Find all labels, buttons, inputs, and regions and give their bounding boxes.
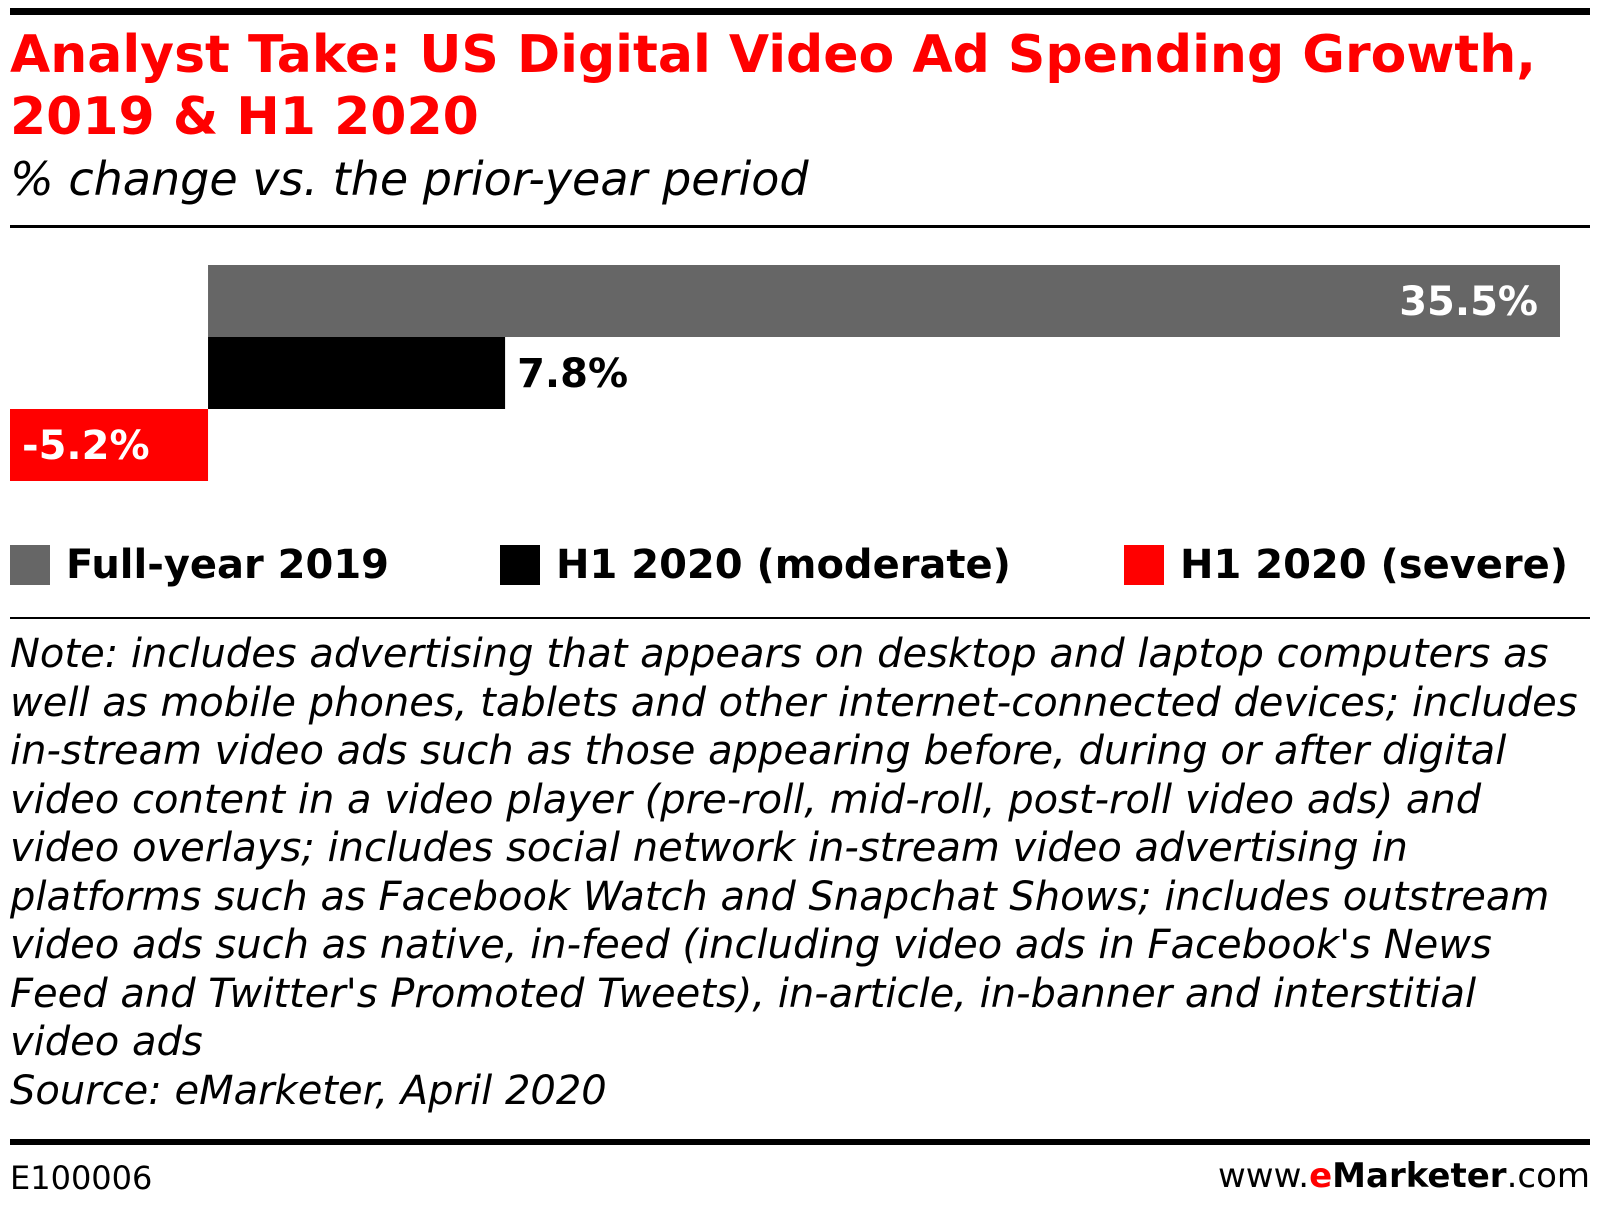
bar-h1-2020-severe bbox=[10, 409, 209, 481]
chart-id: E100006 bbox=[10, 1159, 153, 1197]
chart-title: Analyst Take: US Digital Video Ad Spendi… bbox=[10, 25, 1537, 147]
legend: Full-year 2019 H1 2020 (moderate) H1 202… bbox=[10, 540, 1590, 590]
top-rule bbox=[10, 8, 1590, 15]
legend-label-h1-2020-severe: H1 2020 (severe) bbox=[1180, 542, 1569, 588]
bottom-rule bbox=[10, 1139, 1590, 1145]
legend-swatch-full-year-2019 bbox=[10, 545, 50, 585]
brand-name: Marketer bbox=[1332, 1156, 1507, 1196]
brand-e: e bbox=[1309, 1156, 1333, 1196]
subtitle-rule bbox=[10, 225, 1590, 228]
brand-prefix: www. bbox=[1218, 1156, 1310, 1196]
legend-label-h1-2020-moderate: H1 2020 (moderate) bbox=[556, 542, 1011, 588]
bar-label-h1-2020-severe: -5.2% bbox=[22, 423, 150, 469]
brand-url[interactable]: www.eMarketer.com bbox=[1218, 1156, 1590, 1196]
legend-item-h1-2020-severe: H1 2020 (severe) bbox=[1124, 540, 1568, 590]
legend-rule bbox=[10, 617, 1590, 619]
bar-label-h1-2020-moderate: 7.8% bbox=[517, 351, 628, 397]
bar-label-full-year-2019: 35.5% bbox=[1399, 279, 1538, 325]
legend-swatch-h1-2020-severe bbox=[1124, 545, 1164, 585]
note-text: Note: includes advertising that appears … bbox=[10, 631, 1578, 1065]
bar-chart: 35.5% 7.8% -5.2% bbox=[10, 265, 1560, 481]
bar-full-year-2019 bbox=[208, 265, 1560, 337]
note-block: Note: includes advertising that appears … bbox=[10, 630, 1590, 1115]
legend-item-h1-2020-moderate: H1 2020 (moderate) bbox=[500, 540, 1011, 590]
brand-suffix: .com bbox=[1506, 1156, 1590, 1196]
legend-swatch-h1-2020-moderate bbox=[500, 545, 540, 585]
source-text: Source: eMarketer, April 2020 bbox=[10, 1067, 607, 1114]
legend-item-full-year-2019: Full-year 2019 bbox=[10, 540, 389, 590]
chart-subtitle: % change vs. the prior-year period bbox=[10, 152, 809, 206]
legend-label-full-year-2019: Full-year 2019 bbox=[66, 542, 390, 588]
bar-h1-2020-moderate bbox=[208, 337, 506, 409]
